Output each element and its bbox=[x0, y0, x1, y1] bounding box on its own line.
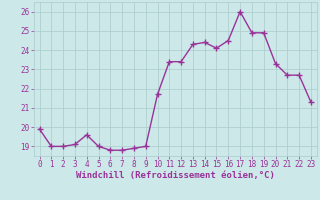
X-axis label: Windchill (Refroidissement éolien,°C): Windchill (Refroidissement éolien,°C) bbox=[76, 171, 275, 180]
